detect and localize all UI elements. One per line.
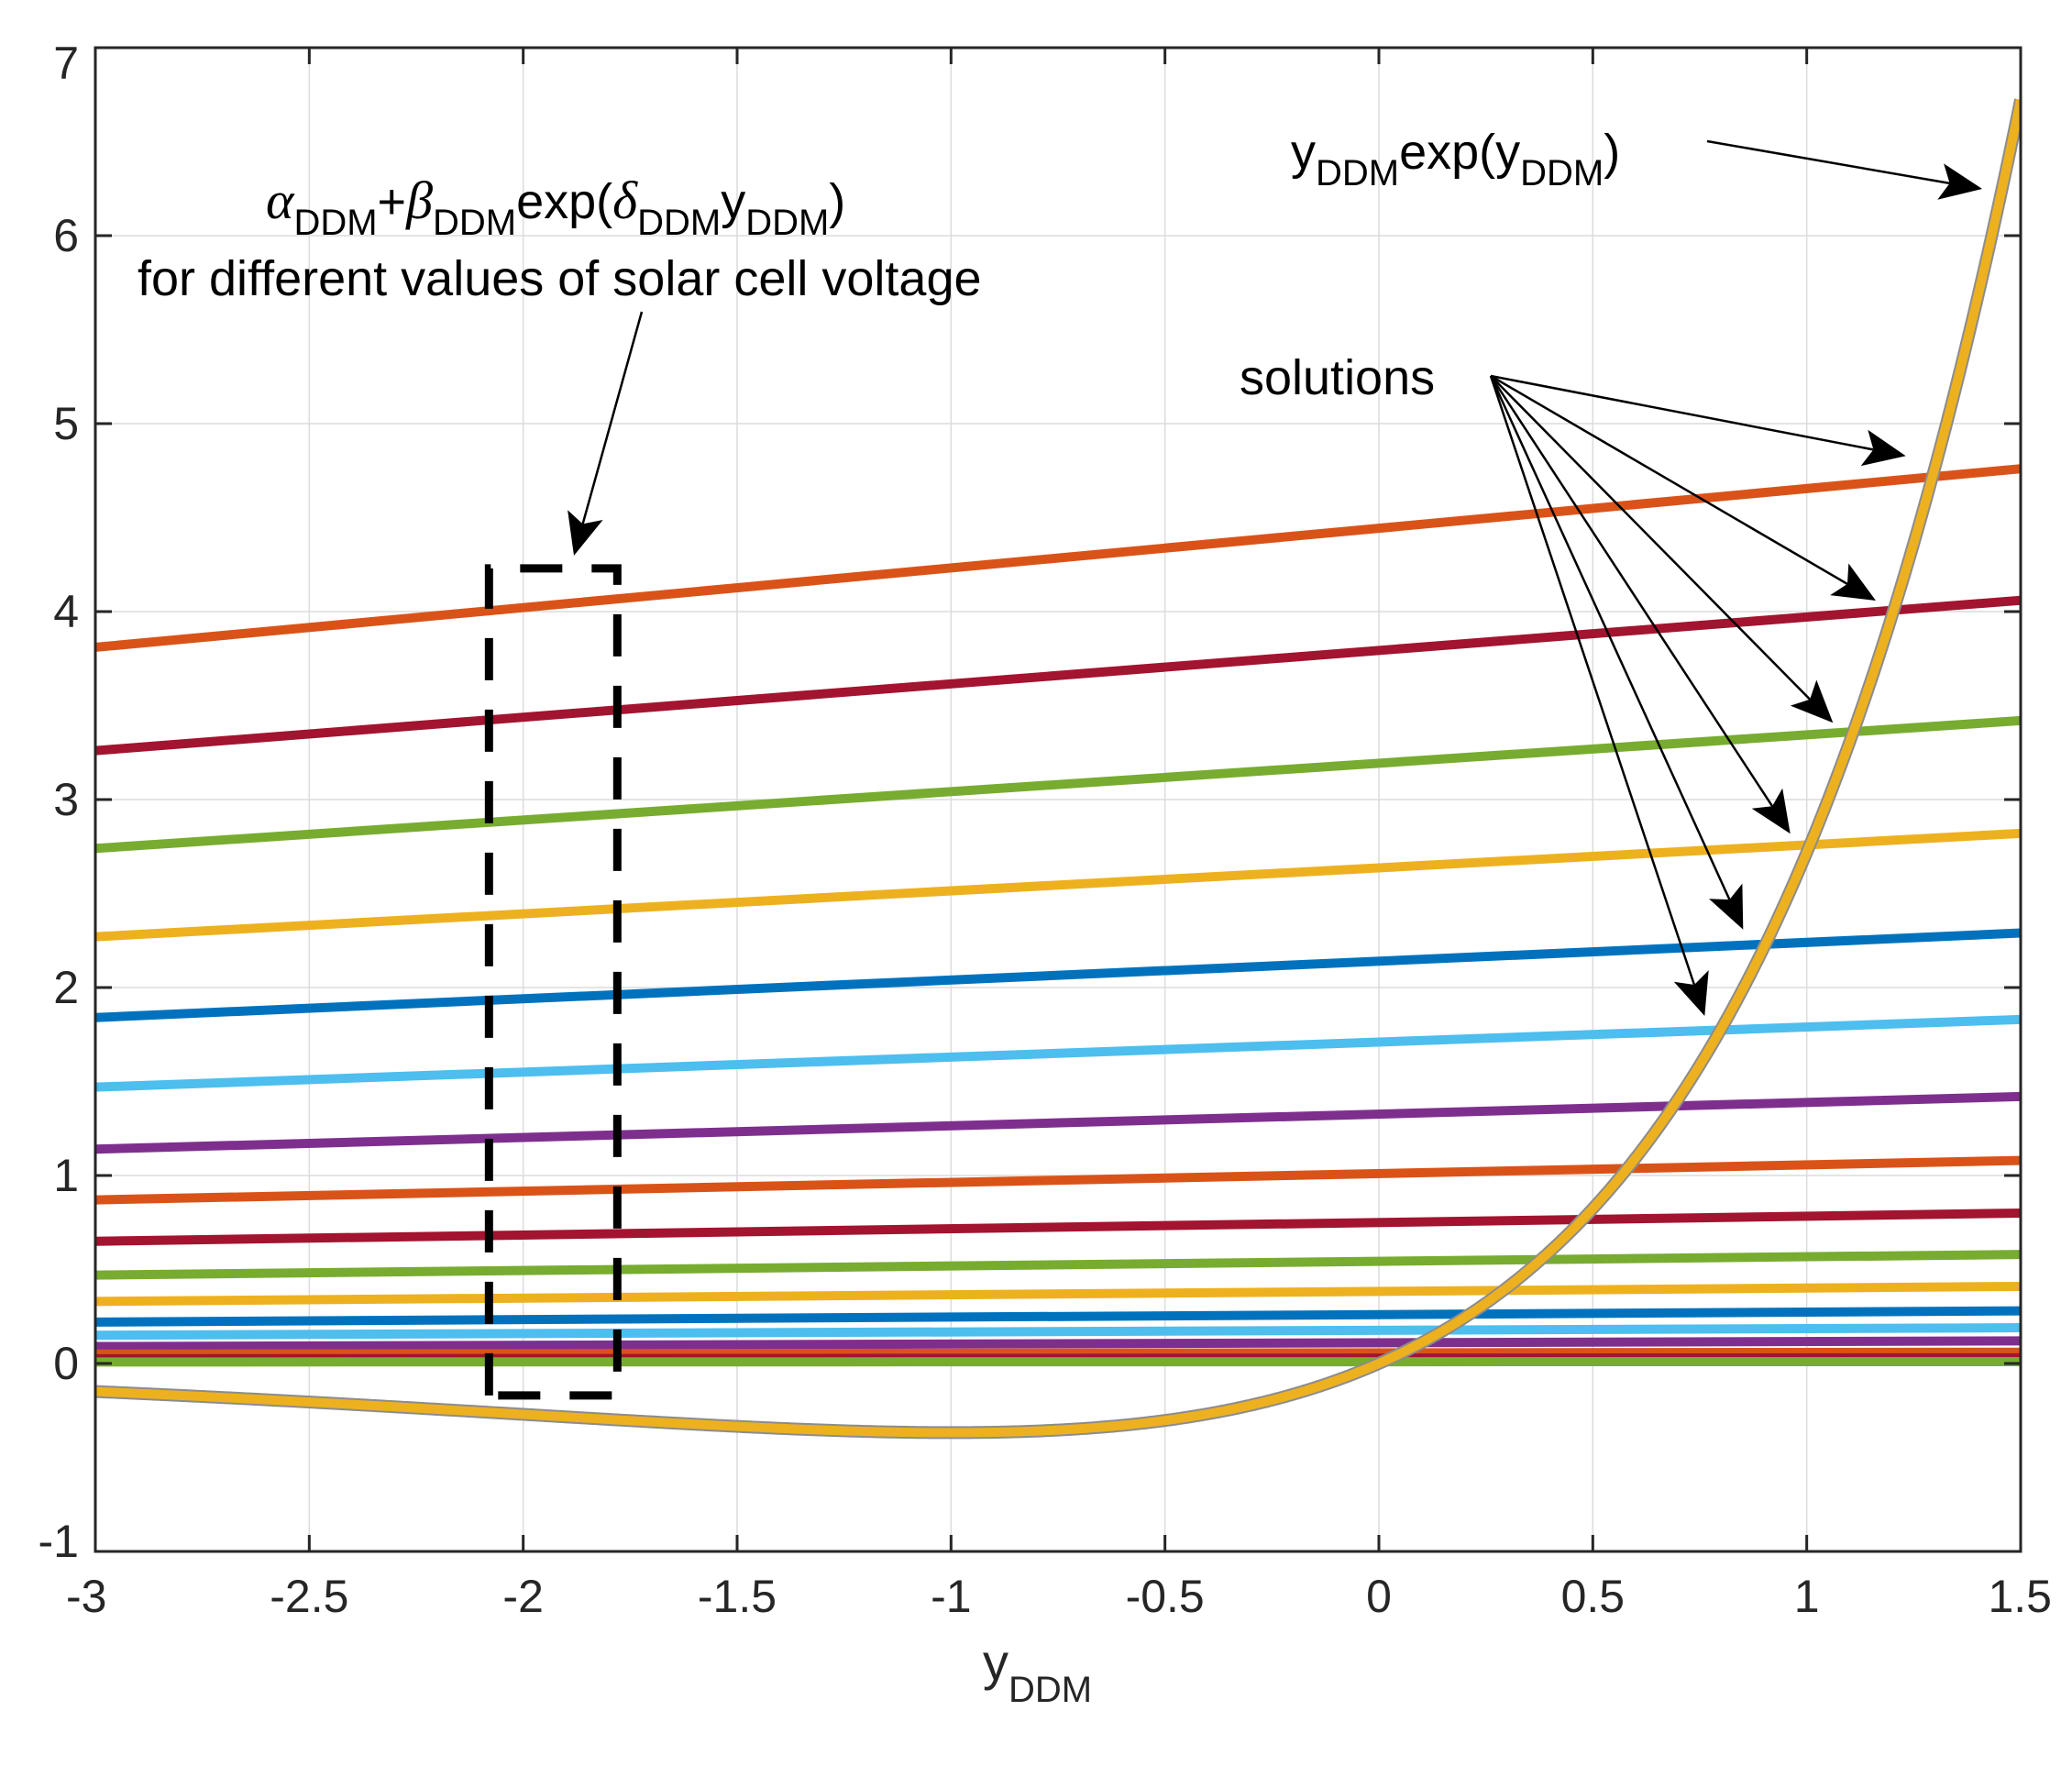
solution-arrow-5-head	[1709, 883, 1744, 930]
exp-open: exp(	[516, 174, 612, 229]
solution-arrow-2-head	[1830, 563, 1876, 601]
parameter-line	[95, 715, 2021, 854]
dashed-selection-box	[484, 564, 622, 1400]
y-tick-label: 6	[53, 210, 79, 261]
solution-arrow-4-shaft	[1489, 375, 1774, 807]
parameter-line	[95, 828, 2021, 942]
solution-arrow-1-head	[1860, 429, 1906, 467]
curve-label-sub1: DDM	[1316, 153, 1399, 193]
solution-arrow-1-shaft	[1490, 374, 1874, 451]
x-tick-label: 0.5	[1561, 1571, 1626, 1622]
solution-arrow-6-shaft	[1489, 375, 1696, 986]
y-tick-label: 0	[53, 1338, 79, 1389]
x-tick-label: -2	[502, 1571, 543, 1622]
parameter-line	[95, 1336, 2021, 1352]
alpha-symbol: α	[266, 171, 295, 230]
y-tick-label: 2	[53, 962, 79, 1013]
solution-arrow-4-head	[1751, 788, 1791, 834]
axis-ticks: -3 -2.5 -2 -1.5 -1 -0.5 0 0.5 1 1.5 -1 0 1 2 3 4 5 6 7	[39, 38, 2052, 1622]
y-tick-label: 5	[53, 398, 79, 449]
parameter-line	[95, 595, 2021, 756]
solution-arrow-5-shaft	[1489, 375, 1731, 900]
lines-label-arrow-head	[568, 510, 603, 556]
exp-curve-layer	[95, 98, 2021, 1440]
curve-label: yDDMexp(yDDM)	[1291, 125, 1620, 193]
y-sub: DDM	[745, 203, 829, 243]
lines-label-arrow-shaft	[581, 311, 644, 524]
x-tick-label: -1	[931, 1571, 971, 1622]
parameter-line	[95, 1209, 2021, 1246]
curve-label-y: y	[1291, 125, 1316, 180]
solution-arrow-3-head	[1790, 679, 1834, 723]
exp-curve	[95, 98, 2021, 1438]
beta-sub: DDM	[433, 203, 516, 243]
curve-label-close: )	[1604, 125, 1620, 180]
curve-label-exp: exp(y	[1399, 125, 1520, 180]
parameter-line	[95, 1323, 2021, 1341]
parameter-line	[95, 1091, 2021, 1154]
x-axis-label-sub: DDM	[1008, 1670, 1092, 1710]
y-tick-label: 4	[53, 586, 79, 637]
parameter-line	[95, 1155, 2021, 1205]
plus-sign: +	[378, 174, 407, 229]
x-tick-label: -0.5	[1126, 1571, 1205, 1622]
lines-label-formula: αDDM+βDDMexp(δDDMyDDM)	[266, 171, 845, 243]
parameter-line	[95, 1250, 2021, 1280]
y-tick-label: 7	[53, 38, 79, 89]
x-tick-label: 0	[1366, 1571, 1392, 1622]
y-tick-label: 3	[53, 774, 79, 825]
delta-sub: DDM	[637, 203, 721, 243]
parameter-line	[95, 1014, 2021, 1092]
solution-arrow-6-head	[1673, 970, 1709, 1016]
x-axis-label-main: y	[983, 1633, 1008, 1691]
parameter-line	[95, 1281, 2021, 1307]
y-symbol: y	[721, 174, 745, 229]
x-tick-label: 1.5	[1988, 1571, 2052, 1622]
lines-label-description: for different values of solar cell volta…	[138, 251, 982, 306]
curve-label-sub2: DDM	[1520, 153, 1604, 193]
x-tick-label: -2.5	[270, 1571, 348, 1622]
parameter-line	[95, 1347, 2021, 1359]
curve-label-arrow-head	[1937, 163, 1982, 200]
parameter-line	[95, 1306, 2021, 1327]
x-axis-label: yDDM	[983, 1633, 1092, 1710]
annotations	[484, 139, 1982, 1400]
x-tick-label: -1.5	[698, 1571, 777, 1622]
x-tick-label: -3	[66, 1571, 106, 1622]
close-paren: )	[829, 174, 845, 229]
beta-symbol: β	[405, 171, 433, 230]
parameter-line	[95, 928, 2021, 1022]
y-tick-label: -1	[39, 1516, 79, 1567]
y-tick-label: 1	[53, 1150, 79, 1201]
delta-symbol: δ	[612, 171, 638, 230]
solutions-label: solutions	[1240, 350, 1435, 405]
solution-arrow-2-shaft	[1490, 374, 1848, 585]
curve-label-arrow-shaft	[1706, 139, 1950, 185]
x-tick-label: 1	[1794, 1571, 1820, 1622]
solution-arrow-3-shaft	[1490, 375, 1811, 701]
alpha-sub: DDM	[293, 203, 377, 243]
